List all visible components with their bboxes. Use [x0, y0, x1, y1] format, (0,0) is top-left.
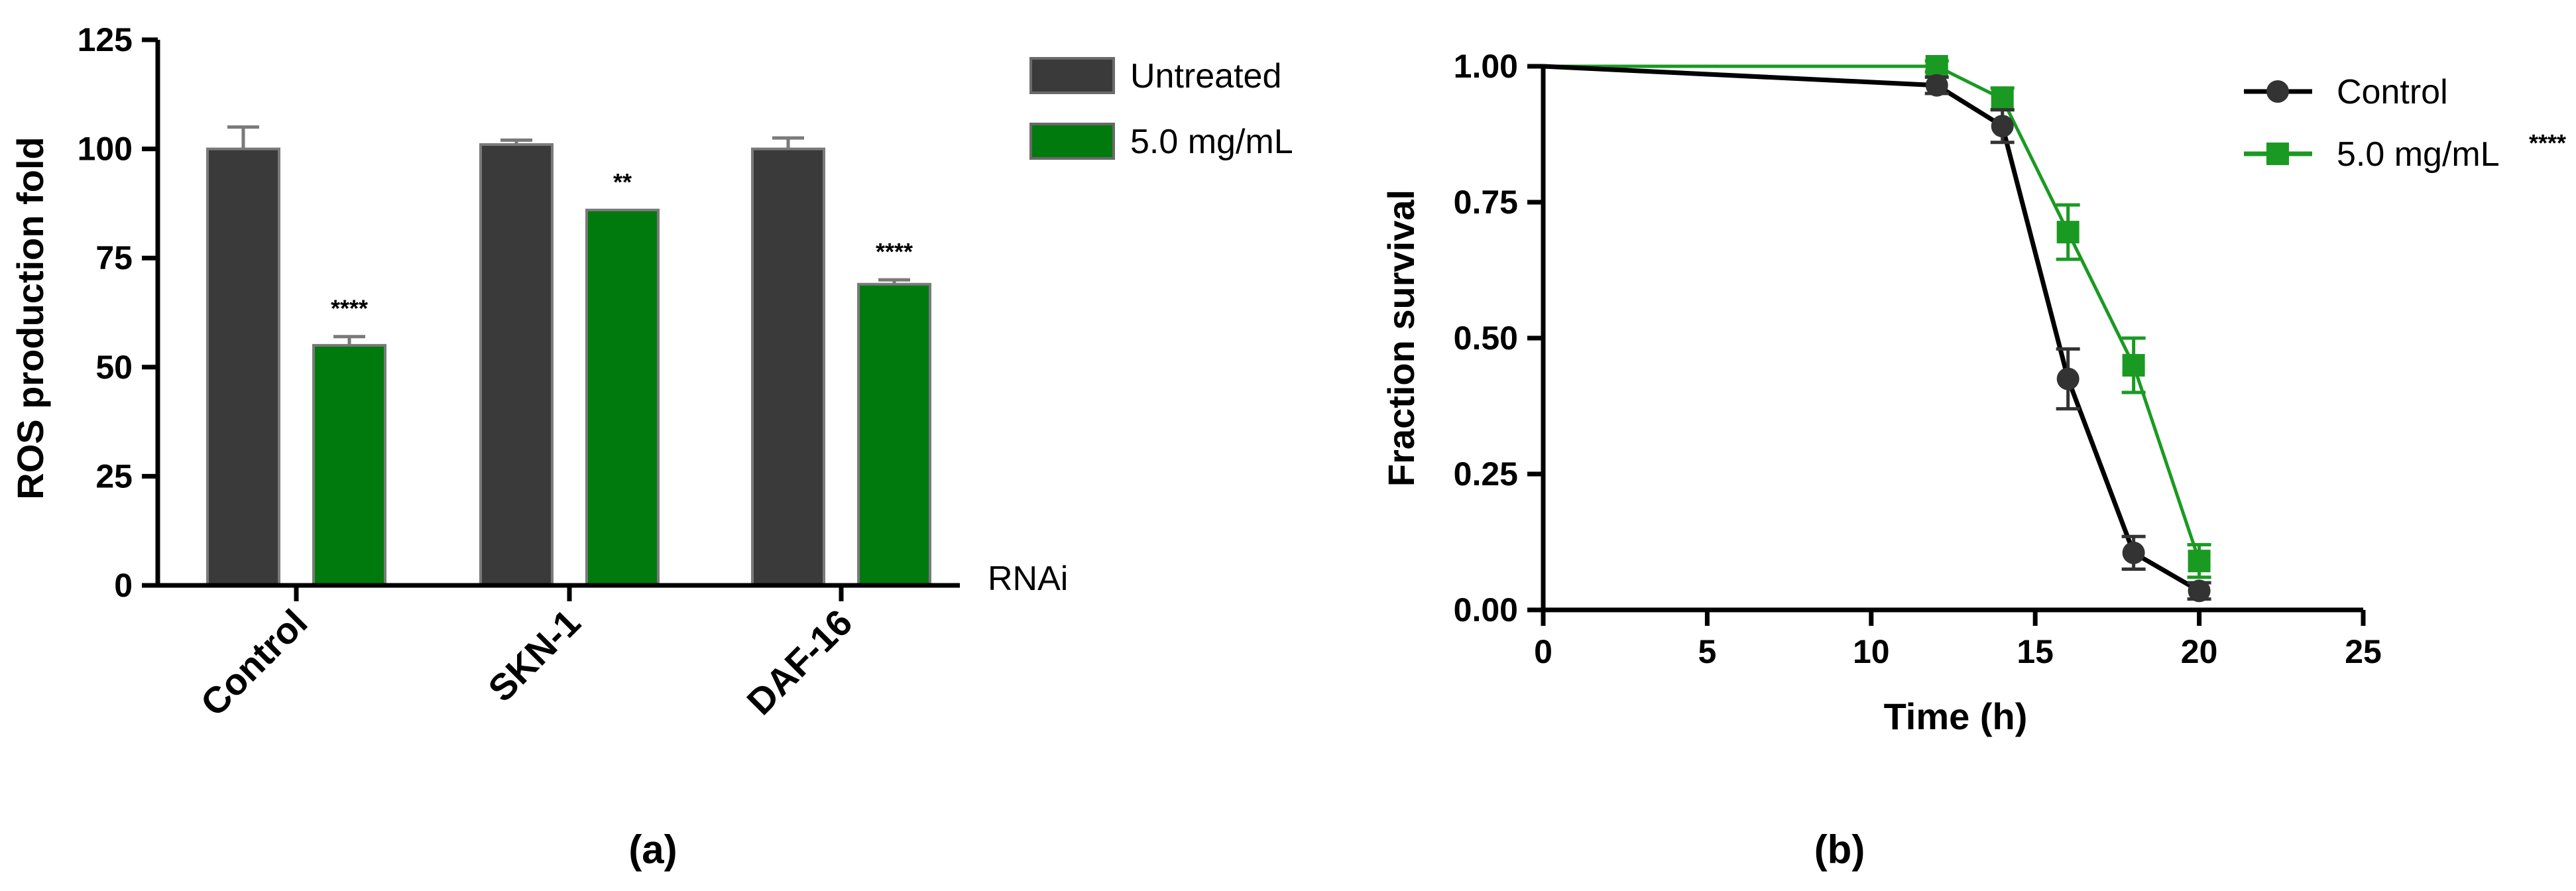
point-5-0-mg-ml-12 — [1925, 55, 1948, 78]
y-axis-ticks: 0 25 50 75 100 125 — [78, 21, 158, 604]
legend-swatch-treated — [1029, 123, 1115, 160]
bar-5-0-mg-ml-daf-16 — [857, 282, 931, 587]
x-tick-label-5: 5 — [1698, 633, 1716, 670]
series-line-5-0-mg-ml — [1543, 64, 2201, 562]
x-category-labels: Control SKN-1 DAF-16 — [192, 585, 860, 724]
line-chart-survival: 0.00 0.25 0.50 0.75 1.00 0 5 10 15 20 25 Fraction… — [1380, 48, 2566, 872]
legend-swatch-untreated — [1029, 57, 1115, 94]
y-tick-label-75: 75 — [95, 239, 133, 276]
series — [1543, 55, 2211, 603]
bar-untreated-control — [206, 147, 280, 587]
point-control-14 — [1991, 115, 2014, 138]
legend-label-control: Control — [2337, 73, 2448, 111]
significance-skn-1: ** — [613, 168, 632, 196]
point-control-20 — [2188, 579, 2211, 603]
legend-significance: **** — [2529, 129, 2566, 156]
y-tick-label-1.00: 1.00 — [1454, 48, 1518, 85]
y-tick-label-125: 125 — [78, 21, 133, 58]
x-axis-label: Time (h) — [1884, 695, 2028, 737]
y-tick-label-0.75: 0.75 — [1454, 184, 1518, 221]
x-axis-label-rnai: RNAi — [988, 560, 1068, 598]
y-axis-label: Fraction survival — [1380, 190, 1422, 487]
y-tick-label-100: 100 — [78, 131, 133, 168]
legend-label-treated: 5.0 mg/mL — [2337, 135, 2500, 174]
bar-5-0-mg-ml-skn-1 — [585, 208, 660, 587]
y-axis-label: ROS production fold — [9, 137, 51, 499]
bar-5-0-mg-ml-control — [312, 343, 386, 587]
point-5-0-mg-ml-18 — [2122, 354, 2145, 377]
x-label-control: Control — [192, 601, 315, 724]
legend-marker-treated — [2266, 143, 2289, 165]
bar-untreated-daf-16 — [751, 147, 825, 587]
x-label-daf-16: DAF-16 — [738, 601, 860, 723]
bar-untreated-skn-1 — [479, 143, 554, 587]
panel-label-b: (b) — [1814, 827, 1865, 872]
y-tick-label-0: 0 — [114, 567, 133, 604]
x-tick-label-20: 20 — [2181, 633, 2218, 670]
y-axis-ticks: 0.00 0.25 0.50 0.75 1.00 — [1454, 48, 1543, 628]
bars: ********** — [206, 125, 931, 587]
x-tick-label-15: 15 — [2017, 633, 2054, 670]
y-tick-label-50: 50 — [95, 349, 133, 386]
panel-label-a: (a) — [628, 827, 677, 872]
significance-daf-16: **** — [876, 238, 913, 265]
point-control-18 — [2122, 541, 2145, 564]
legend-label-treated: 5.0 mg/mL — [1130, 123, 1293, 161]
legend-label-untreated: Untreated — [1130, 57, 1281, 95]
x-axis-ticks: 0 5 10 15 20 25 — [1534, 610, 2382, 670]
significance-control: **** — [331, 295, 368, 322]
point-5-0-mg-ml-14 — [1991, 88, 2014, 111]
series-line-control — [1543, 64, 2201, 593]
point-5-0-mg-ml-16 — [2056, 221, 2079, 244]
x-label-skn-1: SKN-1 — [480, 601, 588, 709]
legend-a: Untreated 5.0 mg/mL — [1029, 57, 1293, 161]
y-tick-label-25: 25 — [95, 457, 133, 495]
x-tick-label-10: 10 — [1853, 633, 1890, 670]
point-control-16 — [2056, 367, 2079, 390]
point-5-0-mg-ml-20 — [2188, 550, 2211, 573]
point-control-12 — [1925, 74, 1948, 97]
legend-b: Control 5.0 mg/mL **** — [2244, 73, 2566, 174]
x-tick-label-25: 25 — [2345, 633, 2382, 670]
x-tick-label-0: 0 — [1534, 633, 1552, 670]
y-tick-label-0.50: 0.50 — [1454, 320, 1518, 357]
y-tick-label-0.25: 0.25 — [1454, 455, 1518, 493]
y-tick-label-0.00: 0.00 — [1454, 591, 1518, 628]
legend-marker-control — [2266, 80, 2289, 103]
